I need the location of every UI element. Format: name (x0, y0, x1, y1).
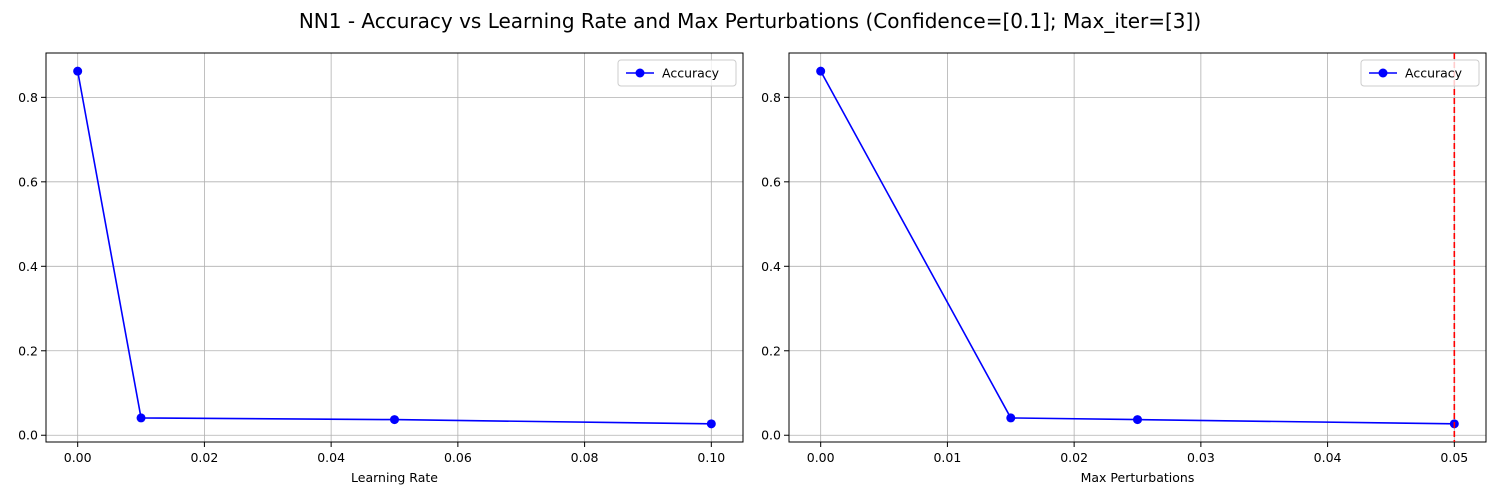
x-tick-label: 0.06 (444, 450, 472, 465)
x-tick-label: 0.00 (807, 450, 835, 465)
legend: Accuracy (617, 59, 737, 87)
legend: Accuracy (1360, 59, 1480, 87)
x-axis-label: Learning Rate (351, 470, 438, 485)
y-tick-label: 0.8 (761, 90, 781, 105)
axes-frame (45, 52, 744, 443)
subplot-max-perturbations: 0.00 0.01 0.02 0.03 0.04 0.05 0.0 0.2 0.4 0.6 0.8 M… (761, 52, 1487, 485)
data-point (73, 66, 83, 76)
legend-marker-swatch (1378, 68, 1388, 78)
y-tick-label: 0.2 (761, 343, 781, 358)
data-point (1006, 413, 1016, 423)
x-tick-label: 0.02 (190, 450, 218, 465)
series-line-accuracy (819, 70, 1455, 425)
data-point (390, 415, 399, 425)
y-tick-label: 0.0 (761, 428, 781, 443)
legend-marker-swatch (635, 68, 645, 78)
x-tick-label: 0.03 (1187, 450, 1215, 465)
y-tick-label: 0.2 (18, 343, 38, 358)
x-tick-label: 0.10 (697, 450, 725, 465)
x-tick-label: 0.08 (571, 450, 599, 465)
x-tick-label: 0.02 (1060, 450, 1088, 465)
data-point (136, 413, 146, 423)
figure-title: NN1 - Accuracy vs Learning Rate and Max … (299, 9, 1201, 33)
legend-box (617, 59, 737, 87)
x-tick-label: 0.04 (317, 450, 345, 465)
data-point (1133, 415, 1142, 425)
y-tick-label: 0.0 (18, 428, 38, 443)
y-tick-label: 0.4 (18, 259, 38, 274)
x-tick-label: 0.04 (1314, 450, 1342, 465)
data-point (816, 66, 826, 76)
x-tick-label: 0.00 (64, 450, 92, 465)
data-point (706, 419, 716, 429)
y-tick-label: 0.8 (18, 90, 38, 105)
legend-label: Accuracy (1405, 66, 1463, 81)
x-tick-label: 0.05 (1440, 450, 1468, 465)
y-tick-label: 0.6 (18, 174, 38, 189)
axes-frame (788, 52, 1487, 443)
legend-box (1360, 59, 1480, 87)
x-axis-label: Max Perturbations (1081, 470, 1195, 485)
legend-label: Accuracy (662, 66, 720, 81)
x-tick-label: 0.01 (933, 450, 961, 465)
y-tick-label: 0.4 (761, 259, 781, 274)
subplot-learning-rate: 0.00 0.02 0.04 0.06 0.08 0.10 0.0 0.2 0.4 0.6 0.8 L… (18, 52, 744, 485)
series-line-accuracy (76, 71, 712, 425)
y-tick-label: 0.6 (761, 174, 781, 189)
